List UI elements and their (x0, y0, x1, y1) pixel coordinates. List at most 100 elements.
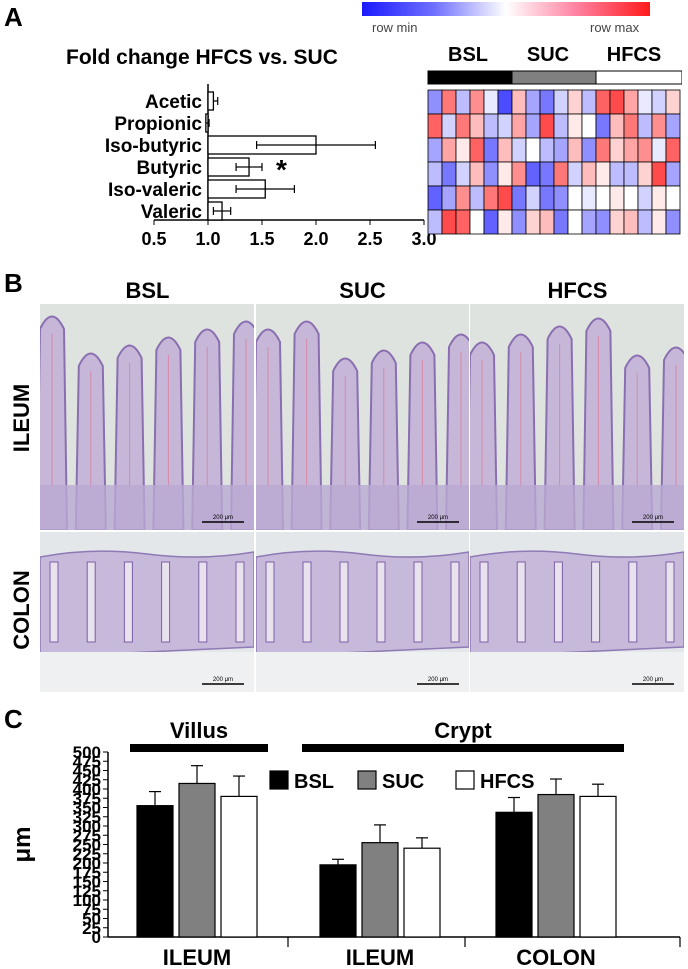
group-header-bar-villus (130, 744, 268, 752)
heatmap-cell (637, 209, 653, 235)
y-tick-label: 0 (92, 928, 101, 947)
legend-swatch-suc (357, 770, 377, 790)
heatmap-cell (427, 137, 443, 163)
legend-label-hfcs: HFCS (480, 771, 534, 793)
micrograph-tissue-drawing: 200 μm (470, 304, 684, 530)
bar-category-label: Butyric (137, 158, 203, 179)
heatmap-cell (581, 113, 597, 139)
crypt-shape (413, 561, 423, 643)
crypt-shape (553, 561, 563, 643)
y-tick-label: 425 (73, 771, 101, 790)
submucosa (256, 652, 469, 692)
heatmap-cell (651, 161, 667, 187)
heatmap-cell (441, 209, 457, 235)
histology-row-label-colon: COLON (9, 570, 34, 650)
x-category-label: ILEUM (163, 945, 231, 969)
heatmap-cell (609, 185, 625, 211)
legend-label-suc: SUC (382, 771, 424, 793)
heatmap-cell (651, 113, 667, 139)
heatmap-cell (665, 137, 681, 163)
heatmap-cell (553, 137, 569, 163)
fold-change-bar-chart: 0.5 1.0 1.5 2.0 2.5 3.0AceticPropionicIso-but… (105, 84, 437, 249)
bar-bsl (319, 864, 357, 938)
heatmap-group-label-suc: SUC (526, 44, 570, 66)
heatmap-cell (539, 137, 555, 163)
heatmap-cell (609, 113, 625, 139)
heatmap-cell (553, 113, 569, 139)
heatmap-group-bar (595, 70, 682, 85)
y-tick-label: 200 (73, 854, 101, 873)
heatmap-cell (609, 89, 625, 115)
group-header-bar-crypt (302, 744, 624, 752)
bar-category-label: Valeric (141, 202, 203, 223)
micrograph-ileum-suc: 200 μm (256, 304, 469, 530)
crypt-shape (123, 561, 133, 643)
heatmap-cell (651, 89, 667, 115)
heatmap-cell (539, 185, 555, 211)
heatmap-cell (623, 137, 639, 163)
bar-bsl (136, 805, 174, 938)
villus-shape (659, 346, 684, 530)
heatmap-cell (567, 137, 583, 163)
heatmap-cell (651, 137, 667, 163)
y-axis-label: μm (9, 826, 36, 862)
heatmap-cell (595, 113, 611, 139)
heatmap-cell (427, 209, 443, 235)
heatmap-cell (623, 113, 639, 139)
heatmap-cell (469, 137, 485, 163)
heatmap-cell (441, 113, 457, 139)
bar-bsl (495, 811, 533, 938)
x-tick-label: 2.5 (357, 229, 382, 249)
heatmap-cell (665, 113, 681, 139)
crypt-shape (376, 561, 386, 643)
heatmap-cell (581, 89, 597, 115)
heatmap-group-label-bsl: BSL (448, 44, 488, 66)
heatmap-cell (469, 185, 485, 211)
heatmap-cell (455, 161, 471, 187)
heatmap-cell (665, 209, 681, 235)
heatmap-cell (497, 161, 513, 187)
heatmap-cell (525, 137, 541, 163)
crypt-shape (235, 561, 245, 643)
heatmap-cell (525, 113, 541, 139)
heatmap-cell (553, 209, 569, 235)
heatmap-cell (567, 209, 583, 235)
heatmap-cell (469, 161, 485, 187)
heatmap-cell (665, 89, 681, 115)
y-tick-label: 250 (73, 836, 101, 855)
y-tick-label: 450 (73, 762, 101, 781)
heatmap-cell (595, 89, 611, 115)
heatmap-cell (497, 137, 513, 163)
heatmap-cell (651, 185, 667, 211)
group-header-crypt: Crypt (434, 718, 492, 743)
panel-a-letter: A (4, 2, 23, 32)
heatmap-cell (637, 137, 653, 163)
micrograph-tissue-drawing: 200 μm (256, 532, 469, 692)
heatmap-cell (525, 161, 541, 187)
heatmap-cell (609, 137, 625, 163)
submucosa (40, 485, 254, 530)
crypt-shape (161, 561, 171, 643)
heatmap (427, 70, 682, 235)
heatmap-cell (455, 113, 471, 139)
bar-category-label: Iso-valeric (108, 180, 202, 201)
heatmap-cell (581, 161, 597, 187)
heatmap-cell (637, 89, 653, 115)
heatmap-cell (483, 89, 499, 115)
crypt-shape (265, 561, 275, 643)
heatmap-cell (525, 89, 541, 115)
heatmap-cell (623, 209, 639, 235)
micrograph-tissue-drawing: 200 μm (256, 304, 469, 530)
heatmap-cell (539, 89, 555, 115)
heatmap-cell (427, 113, 443, 139)
heatmap-cell (497, 209, 513, 235)
heatmap-cell (623, 185, 639, 211)
heatmap-cell (525, 185, 541, 211)
y-tick-label: 325 (73, 808, 101, 827)
bar-suc (178, 782, 216, 938)
legend-swatch-hfcs (455, 770, 475, 790)
y-tick-label: 375 (73, 789, 101, 808)
heatmap-cell (525, 209, 541, 235)
panel-b-letter: B (4, 268, 23, 298)
micrograph-ileum-hfcs: 200 μm (470, 304, 684, 530)
